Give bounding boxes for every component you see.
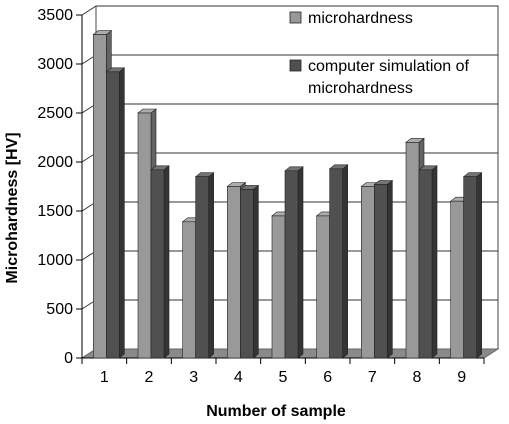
x-tick-label: 2 — [145, 369, 154, 386]
y-tick-label: 0 — [64, 350, 73, 367]
x-tick-label: 4 — [234, 369, 243, 386]
legend: microhardness computer simulation of micro… — [289, 10, 470, 97]
bar-simulation-sample-3 — [194, 172, 215, 359]
x-tick-label: 7 — [368, 369, 377, 386]
legend-item-microhardness: microhardness — [289, 10, 413, 27]
x-axis-title: Number of sample — [206, 403, 346, 420]
bar-simulation-sample-2 — [150, 165, 170, 359]
y-tick-label: 3000 — [37, 56, 73, 73]
bar-simulation-sample-5 — [284, 166, 304, 359]
x-tick-label: 9 — [457, 369, 466, 386]
legend-swatch — [289, 11, 302, 24]
y-tick-label: 500 — [46, 301, 73, 318]
bar-simulation-sample-4 — [239, 184, 260, 359]
bar-simulation-sample-6 — [328, 164, 349, 359]
bar-simulation-sample-8 — [418, 165, 438, 359]
y-tick-label: 2000 — [37, 154, 73, 171]
x-tick-label: 6 — [323, 369, 332, 386]
y-tick-label: 1000 — [37, 252, 73, 269]
legend-item-simulation: computer simulation of microhardness — [289, 58, 470, 97]
y-axis: 0 500 1000 1500 2000 2500 3000 3500 — [37, 6, 97, 367]
y-tick-label: 3500 — [37, 7, 73, 24]
legend-label: computer simulation of — [308, 58, 470, 75]
x-tick-label: 5 — [279, 369, 288, 386]
legend-label: microhardness — [308, 10, 413, 27]
x-tick-label: 1 — [100, 369, 109, 386]
bar-simulation-sample-7 — [373, 179, 394, 359]
x-tick-label: 8 — [413, 369, 422, 386]
bar-simulation-sample-1 — [105, 67, 126, 359]
y-axis-title: Microhardness [HV] — [4, 132, 21, 283]
legend-swatch — [289, 59, 302, 72]
legend-label: microhardness — [308, 80, 413, 97]
x-tick-label: 3 — [189, 369, 198, 386]
bar-simulation-sample-9 — [462, 172, 483, 359]
y-tick-label: 1500 — [37, 203, 73, 220]
side-wall-gridline — [81, 5, 97, 16]
y-tick-label: 2500 — [37, 105, 73, 122]
bars — [92, 29, 483, 359]
x-axis: 1 2 3 4 5 6 7 8 9 — [81, 357, 485, 386]
